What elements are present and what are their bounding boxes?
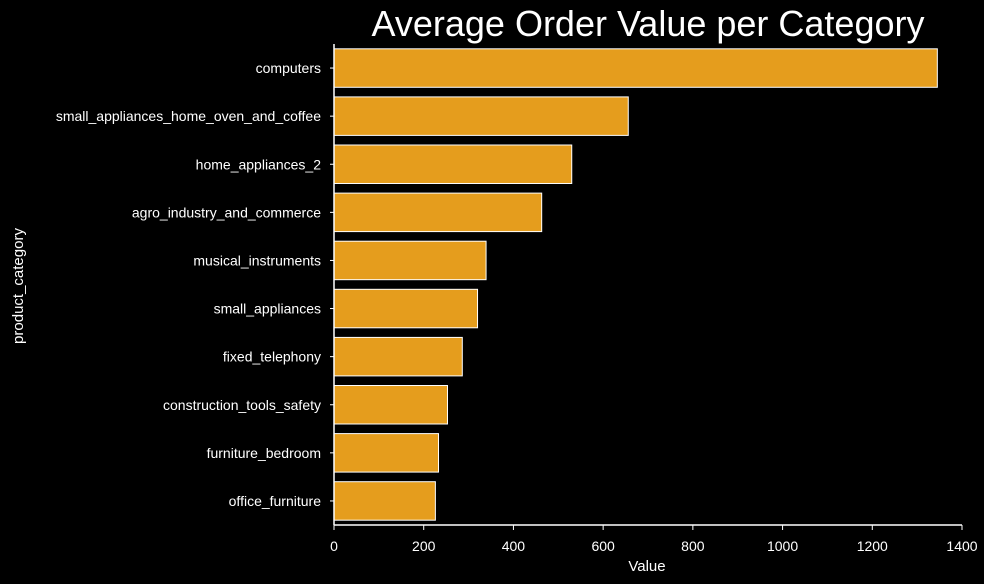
x-tick-label: 200 xyxy=(412,538,436,554)
bar-construction_tools_safety xyxy=(333,385,448,425)
x-tick-label: 1200 xyxy=(857,538,888,554)
bar-small_appliances xyxy=(333,288,479,329)
category-label: computers xyxy=(256,60,321,76)
category-label: home_appliances_2 xyxy=(196,156,322,172)
category-label: musical_instruments xyxy=(193,252,321,268)
category-label: small_appliances xyxy=(214,301,321,317)
category-label: agro_industry_and_commerce xyxy=(132,204,321,220)
chart-title: Average Order Value per Category xyxy=(372,3,925,44)
x-tick-label: 600 xyxy=(591,538,615,554)
x-tick-label: 800 xyxy=(681,538,705,554)
category-label: furniture_bedroom xyxy=(207,445,321,461)
bar-fixed_telephony xyxy=(333,336,463,377)
category-label: construction_tools_safety xyxy=(163,397,321,413)
x-ticks-group: 0 200 400 600 800 1000 1200 1400 xyxy=(330,525,978,554)
x-tick-label: 1000 xyxy=(767,538,798,554)
category-label: small_appliances_home_oven_and_coffee xyxy=(56,108,321,124)
y-axis-title: product_category xyxy=(10,228,27,344)
category-label: fixed_telephony xyxy=(223,349,321,365)
bar-musical_instruments xyxy=(333,240,487,281)
category-label: office_furniture xyxy=(229,493,322,509)
x-tick-label: 1400 xyxy=(946,538,977,554)
bar-office_furniture xyxy=(333,481,436,521)
category-labels-group: computers small_appliances_home_oven_and_… xyxy=(56,60,334,509)
x-tick-label: 0 xyxy=(330,538,338,554)
x-axis-title: Value xyxy=(628,558,665,575)
bar-agro_industry_and_commerce xyxy=(333,192,543,233)
x-tick-label: 400 xyxy=(502,538,526,554)
bar-small_appliances_home_oven_and_coffee xyxy=(333,96,629,136)
bar-computers xyxy=(333,48,938,88)
bar-home_appliances_2 xyxy=(333,144,573,184)
bar-furniture_bedroom xyxy=(333,433,440,473)
bars-group xyxy=(333,48,938,521)
